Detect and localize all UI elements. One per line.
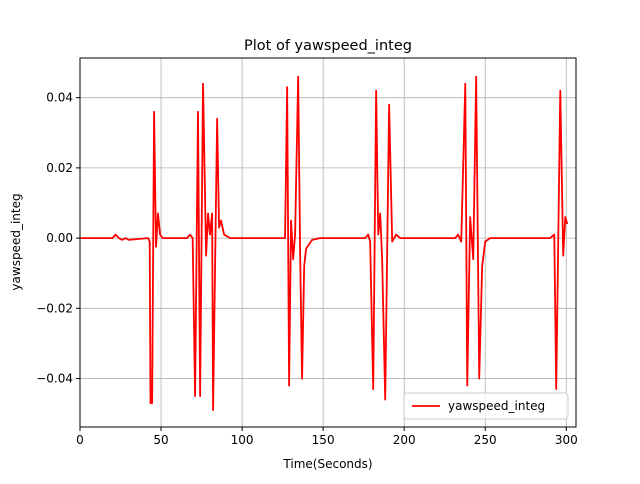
x-tick-label: 200 [393,433,416,447]
x-tick-label: 300 [555,433,578,447]
y-tick-label: 0.02 [46,161,73,175]
plot-frame [79,57,577,428]
y-tick-label: 0.00 [46,231,73,245]
y-tick-label: −0.02 [36,301,73,315]
x-tick-label: 50 [153,433,168,447]
y-tick-label: 0.04 [46,91,73,105]
chart-title: Plot of yawspeed_integ [244,38,412,54]
y-axis-label: yawspeed_integ [9,193,23,290]
x-tick-label: 250 [474,433,497,447]
y-tick-label: −0.04 [36,372,73,386]
legend-box [403,392,569,420]
x-tick-label: 100 [231,433,254,447]
legend-label: yawspeed_integ [448,399,545,413]
x-tick-label: 150 [312,433,335,447]
x-axis-label: Time(Seconds) [282,457,372,471]
data-line [80,75,569,412]
x-tick-label: 0 [76,433,84,447]
legend: yawspeed_integ [403,392,569,420]
